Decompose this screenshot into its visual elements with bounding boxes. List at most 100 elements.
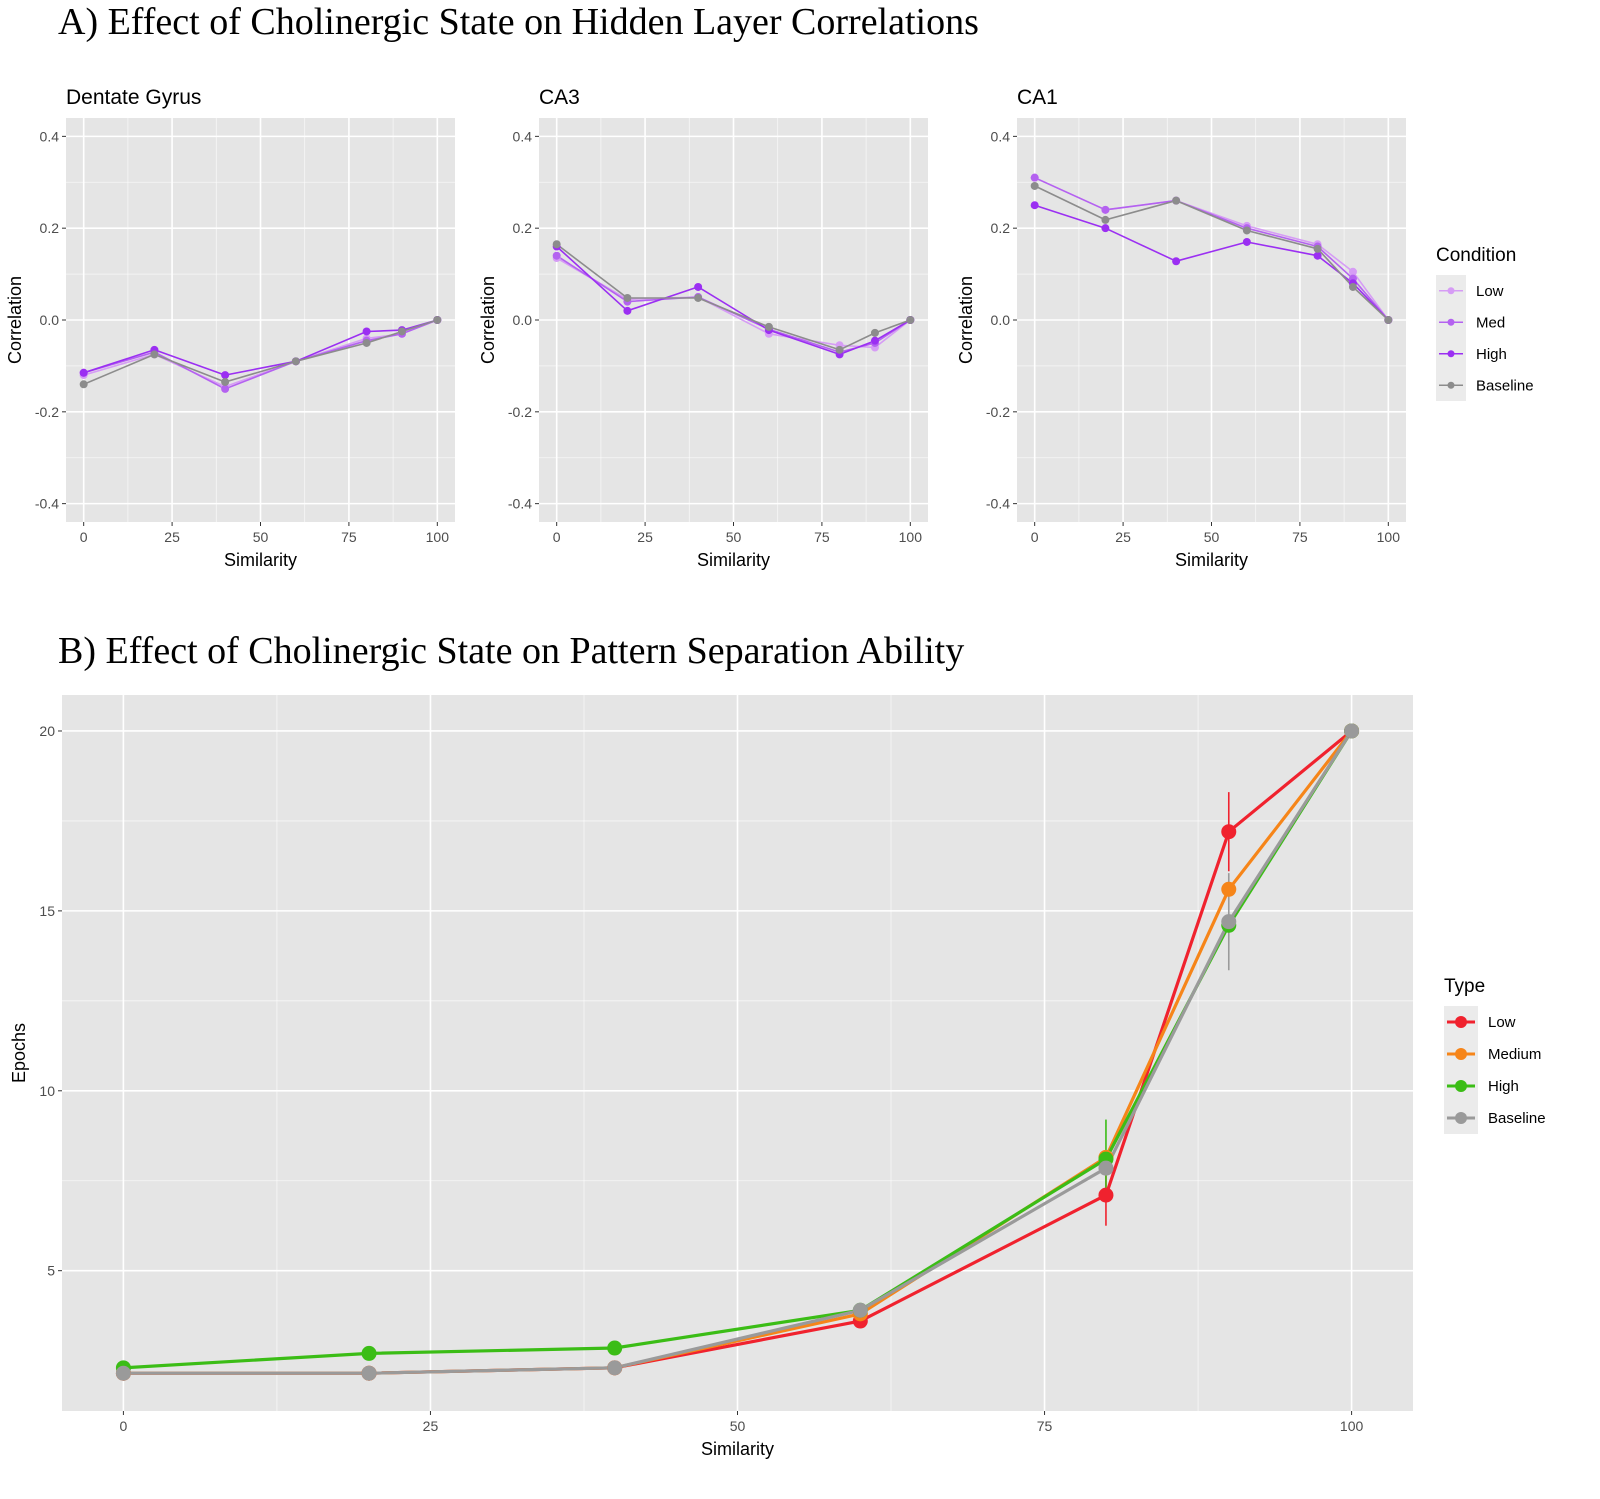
y-tick-label: 0.2 (513, 220, 533, 236)
y-tick-label: -0.4 (35, 496, 59, 512)
data-point-baseline (552, 240, 561, 249)
data-point-baseline (852, 1302, 868, 1318)
y-axis-label: Correlation (956, 276, 976, 364)
x-tick-label: 0 (120, 1418, 128, 1434)
data-point-baseline (764, 322, 773, 331)
legend-item-label: Baseline (1488, 1110, 1546, 1127)
data-point-high (870, 336, 879, 345)
data-point-baseline (607, 1360, 623, 1376)
x-tick-label: 25 (423, 1418, 439, 1434)
chart-panel-2: 0 25 50 75 100 0.4 0.2 0.0 -0.2 -0.4 CA1 Similarity… (956, 86, 1406, 570)
x-tick-label: 75 (814, 529, 830, 545)
y-axis-label: Correlation (478, 276, 498, 364)
data-point-high (607, 1340, 623, 1356)
data-point-high (694, 282, 703, 291)
x-tick-label: 50 (253, 529, 269, 545)
data-point-baseline (906, 316, 915, 324)
legend-key-point (1447, 381, 1455, 389)
y-axis-label: Epochs (9, 1023, 29, 1083)
x-tick-label: 0 (553, 529, 561, 545)
data-point-baseline (835, 345, 844, 354)
data-point-high (221, 371, 230, 380)
data-point-high (1030, 201, 1039, 210)
x-tick-label: 50 (1204, 529, 1220, 545)
y-tick-label: 20 (39, 723, 55, 739)
x-tick-label: 25 (164, 529, 180, 545)
y-tick-label: 0.0 (40, 312, 60, 328)
data-point-baseline (291, 357, 300, 366)
y-tick-label: 5 (47, 1263, 55, 1279)
data-point-med (1030, 173, 1039, 182)
x-axis-label: Similarity (701, 1439, 774, 1459)
y-tick-label: 0.2 (40, 220, 60, 236)
legend-item-label: Medium (1488, 1046, 1541, 1063)
data-point-baseline (79, 380, 88, 389)
x-tick-label: 50 (726, 529, 742, 545)
figure-a-title: A) Effect of Cholinergic State on Hidden… (58, 1, 979, 43)
data-point-baseline (1098, 1160, 1114, 1176)
data-point-high (361, 1345, 377, 1361)
data-point-medium (1221, 881, 1237, 897)
data-point-baseline (221, 377, 230, 386)
x-tick-label: 25 (1115, 529, 1131, 545)
data-point-low (1221, 824, 1237, 840)
y-axis-label: Correlation (5, 276, 25, 364)
legends-layer: ConditionLowMedHighBaselineTypeLowMedium… (1436, 245, 1546, 1134)
y-tick-label: -0.2 (35, 404, 59, 420)
x-tick-label: 0 (1031, 529, 1039, 545)
data-point-baseline (1384, 316, 1393, 324)
y-tick-label: -0.4 (986, 496, 1010, 512)
x-tick-label: 100 (1377, 529, 1401, 545)
x-axis-label: Similarity (224, 550, 297, 570)
data-point-baseline (361, 1365, 377, 1381)
y-tick-label: 0.4 (513, 128, 533, 144)
x-tick-label: 0 (80, 529, 88, 545)
data-point-baseline (1221, 914, 1237, 930)
legend-key-point (1447, 318, 1455, 326)
x-tick-label: 100 (1340, 1418, 1364, 1434)
data-point-high (1242, 237, 1251, 246)
data-point-baseline (397, 327, 406, 336)
data-point-baseline (1348, 282, 1357, 291)
data-point-med (1101, 205, 1110, 214)
legend-item-label: Med (1476, 314, 1505, 331)
data-point-baseline (1313, 244, 1322, 253)
legend-title: Type (1444, 976, 1485, 997)
legend-key-point (1455, 1048, 1467, 1060)
x-tick-label: 100 (899, 529, 923, 545)
y-tick-label: 0.0 (991, 312, 1011, 328)
data-point-baseline (115, 1365, 131, 1381)
data-point-high (623, 306, 632, 315)
data-point-baseline (1030, 181, 1039, 190)
figure-b-title: B) Effect of Cholinergic State on Patter… (58, 630, 964, 672)
legend-key-point (1447, 350, 1455, 358)
data-point-baseline (1242, 226, 1251, 235)
y-tick-label: 15 (39, 903, 55, 919)
x-tick-label: 75 (1292, 529, 1308, 545)
data-point-baseline (870, 328, 879, 337)
legend-key-point (1447, 287, 1455, 295)
legend-item-label: Low (1488, 1014, 1516, 1031)
panel-title: CA1 (1017, 86, 1058, 109)
data-point-baseline (1344, 723, 1360, 739)
y-tick-label: 10 (39, 1083, 55, 1099)
y-tick-label: 0.4 (991, 128, 1011, 144)
x-tick-label: 100 (426, 529, 450, 545)
x-axis-label: Similarity (1175, 550, 1248, 570)
legend-item-label: Baseline (1476, 377, 1534, 394)
data-point-baseline (1172, 196, 1181, 205)
chart-panel-1: 0 25 50 75 100 0.4 0.2 0.0 -0.2 -0.4 CA3 Similarity… (478, 86, 928, 570)
x-axis-label: Similarity (697, 550, 770, 570)
data-point-high (1313, 251, 1322, 260)
data-point-baseline (362, 338, 371, 347)
data-point-low (1348, 267, 1357, 276)
y-tick-label: 0.0 (513, 312, 533, 328)
legend-item-label: Low (1476, 283, 1504, 300)
x-tick-label: 50 (730, 1418, 746, 1434)
data-point-baseline (623, 293, 632, 302)
y-tick-label: -0.2 (508, 404, 532, 420)
data-point-baseline (694, 293, 703, 302)
